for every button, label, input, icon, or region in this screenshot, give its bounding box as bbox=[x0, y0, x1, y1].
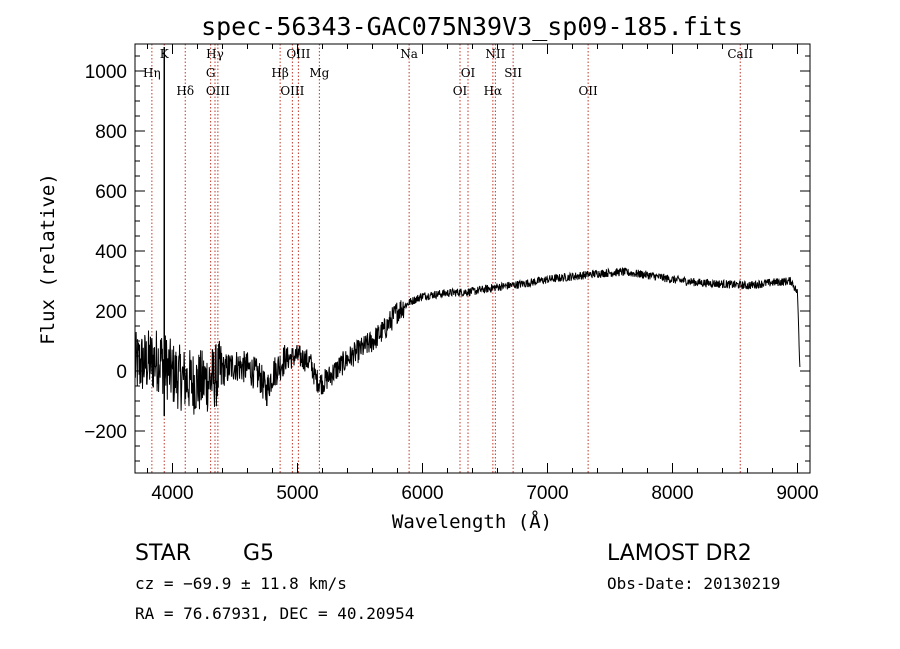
y-tick-label: 600 bbox=[95, 182, 127, 203]
y-tick-label: 400 bbox=[95, 242, 127, 263]
x-tick-label: 4000 bbox=[151, 483, 193, 504]
spectral-line-markers: HηKHδHγGOIIIOIIIHβOIIIMgNaNIIOISIIOIHαOI… bbox=[143, 44, 753, 473]
sky-coordinates: RA = 76.67931, DEC = 40.20954 bbox=[135, 604, 414, 623]
spectral-line-label: OIII bbox=[286, 47, 310, 61]
object-class: STAR bbox=[135, 541, 191, 566]
spectral-line-label: Na bbox=[400, 47, 418, 61]
x-tick-label: 9000 bbox=[776, 483, 818, 504]
y-tick-label: 800 bbox=[95, 122, 127, 143]
spectral-line-label: NII bbox=[485, 47, 505, 61]
redshift-velocity: cz = −69.9 ± 11.8 km/s bbox=[135, 574, 347, 593]
spectral-line-label: G bbox=[206, 66, 216, 80]
spectral-line-label: OI bbox=[461, 66, 476, 80]
y-tick-label: 0 bbox=[116, 362, 127, 383]
x-tick-label: 7000 bbox=[526, 483, 568, 504]
spectral-line-label: Hη bbox=[143, 66, 161, 80]
y-tick-label: −200 bbox=[84, 422, 127, 443]
spectral-line-label: Hγ bbox=[206, 47, 224, 61]
y-axis: −200 0 200 400 600 800 1000 bbox=[84, 55, 810, 462]
x-tick-label: 5000 bbox=[276, 483, 318, 504]
y-tick-label: 200 bbox=[95, 302, 127, 323]
spectral-line-label: Hδ bbox=[176, 84, 194, 98]
spectrum-line bbox=[134, 266, 801, 415]
observation-date: Obs-Date: 20130219 bbox=[607, 574, 780, 593]
object-subclass: G5 bbox=[243, 541, 274, 566]
spectral-line-label: Mg bbox=[309, 66, 329, 80]
plot-frame bbox=[134, 43, 811, 474]
x-tick-label: 8000 bbox=[651, 483, 693, 504]
survey-name: LAMOST DR2 bbox=[607, 541, 752, 566]
spectral-line-label: CaII bbox=[727, 47, 753, 61]
spectral-line-label: Hα bbox=[484, 84, 503, 98]
spectral-line-label: OI bbox=[453, 84, 468, 98]
x-axis: 4000 5000 6000 7000 8000 9000 bbox=[147, 44, 819, 504]
y-axis-label: Flux (relative) bbox=[37, 173, 59, 345]
x-tick-label: 6000 bbox=[401, 483, 443, 504]
spectral-line-label: SII bbox=[504, 66, 522, 80]
spectral-line-label: OII bbox=[578, 84, 598, 98]
y-tick-label: 1000 bbox=[85, 62, 127, 83]
spectral-line-label: OIII bbox=[280, 84, 304, 98]
spectrum-series bbox=[134, 47, 801, 416]
spectral-line-label: OIII bbox=[206, 84, 230, 98]
spectral-line-label: Hβ bbox=[271, 66, 288, 80]
x-axis-label: Wavelength (Å) bbox=[392, 510, 552, 533]
chart-title: spec-56343-GAC075N39V3_sp09-185.fits bbox=[201, 12, 743, 41]
